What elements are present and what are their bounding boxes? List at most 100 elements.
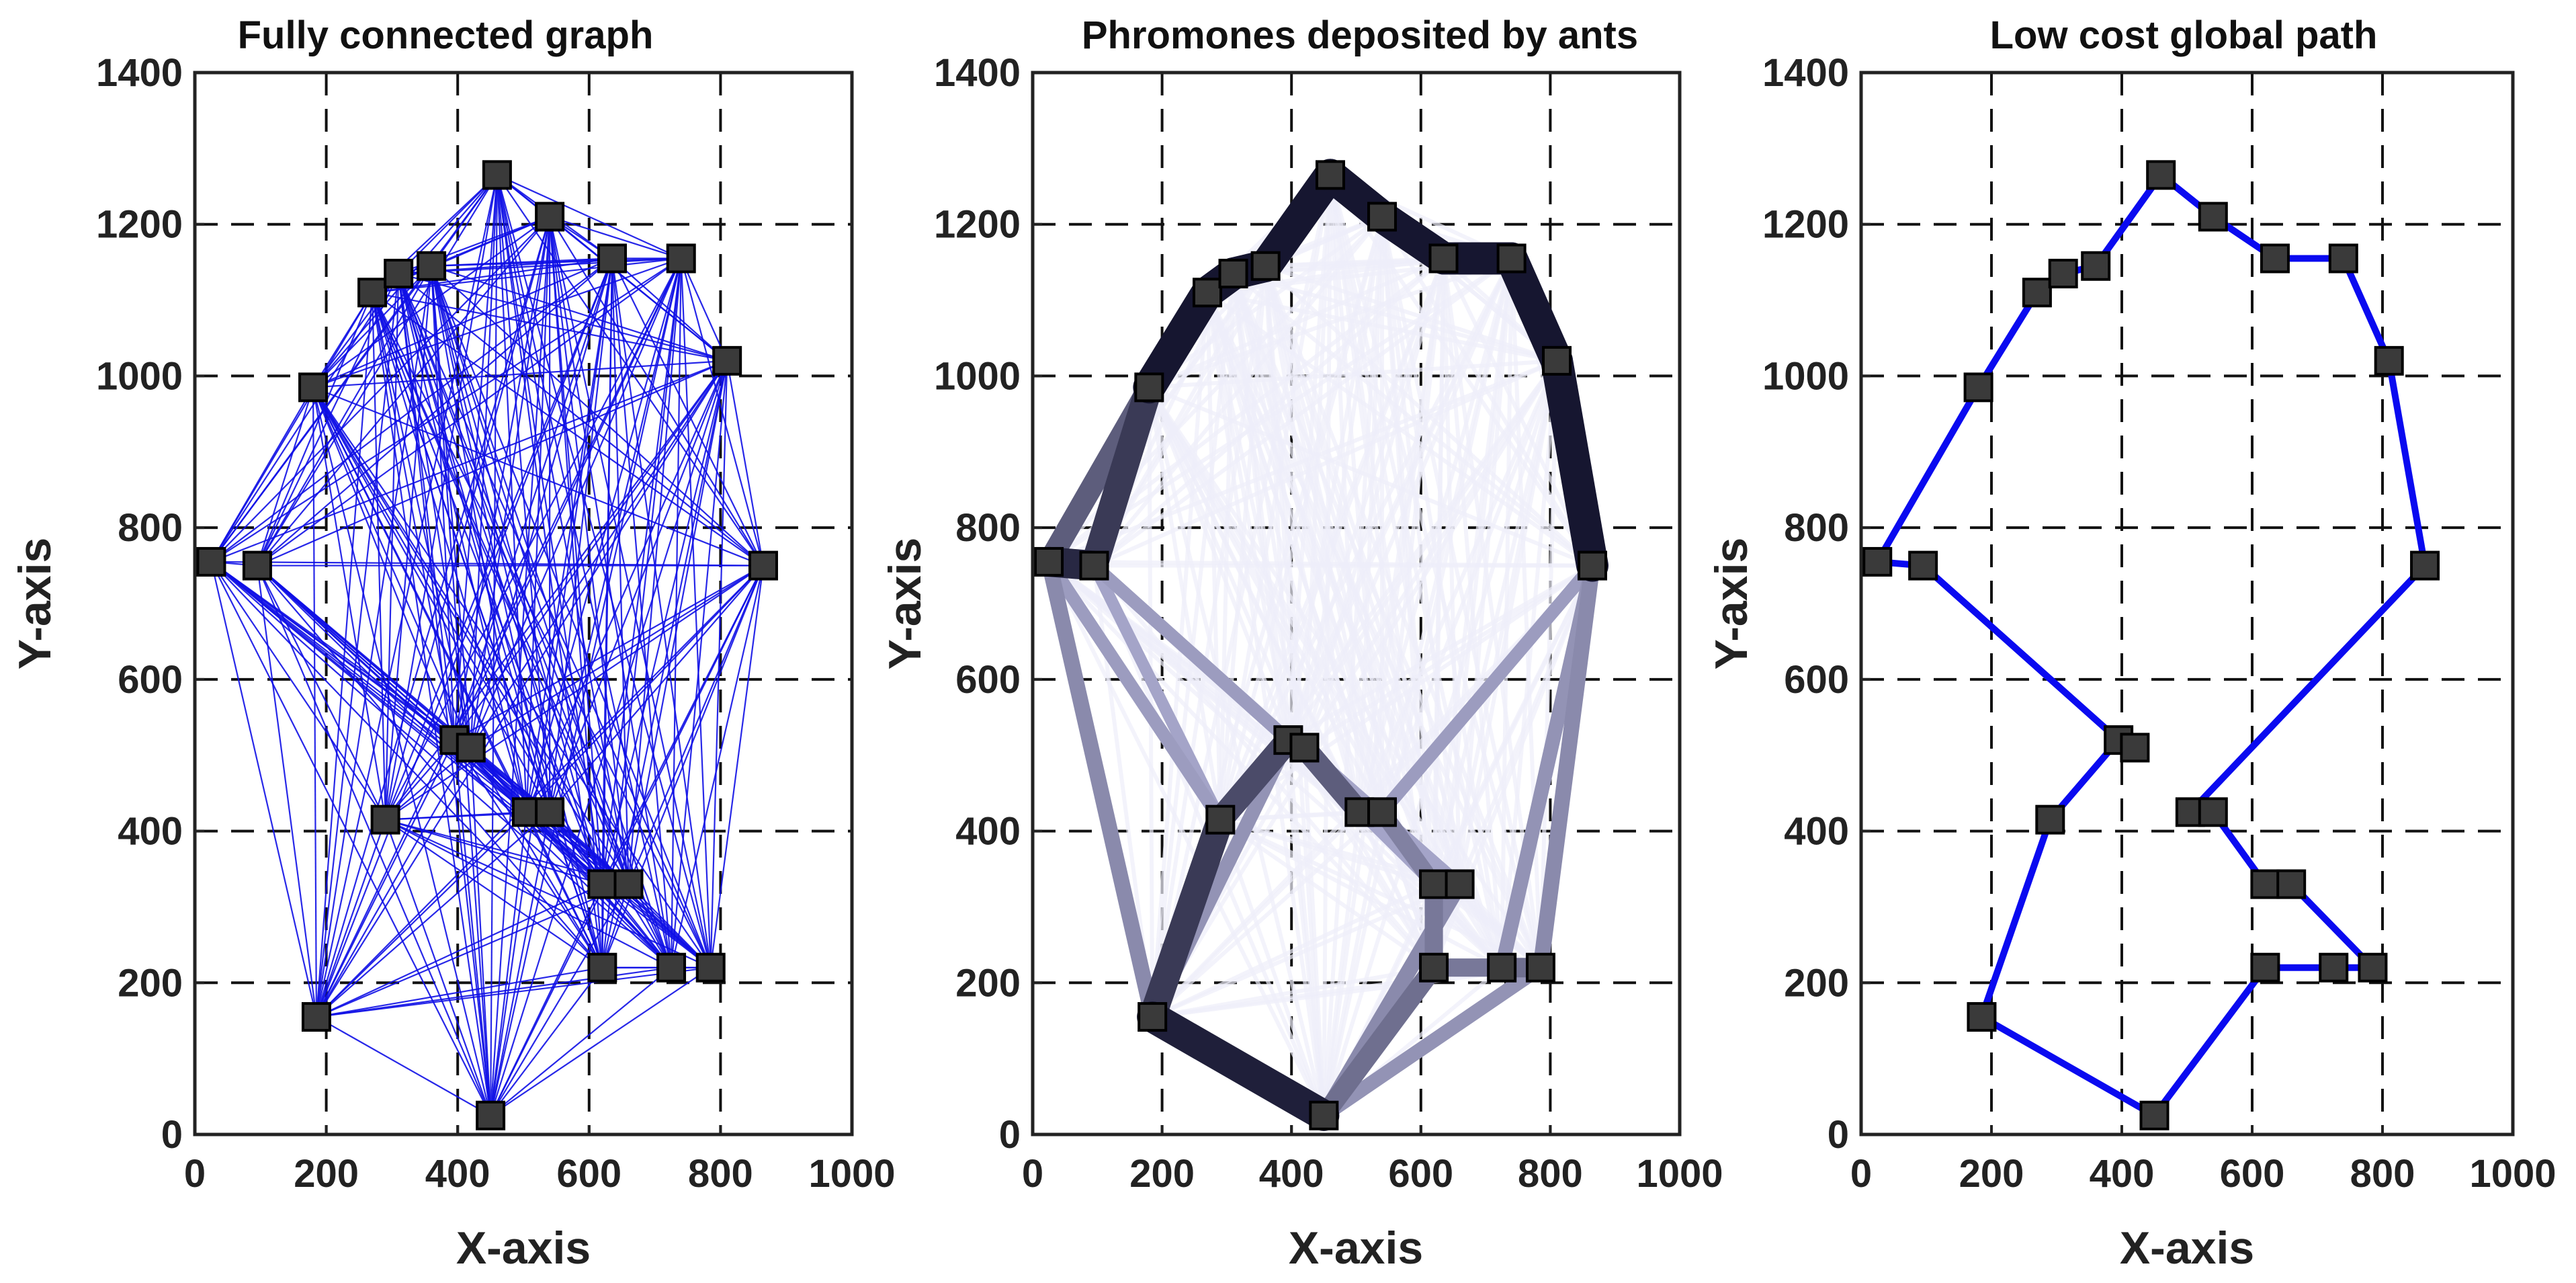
pheromone-edge <box>1087 558 1295 747</box>
graph-edge <box>312 386 456 741</box>
y-tick-label: 800 <box>118 506 183 550</box>
pheromone-edge-faint <box>1357 360 1559 813</box>
y-tick-label: 600 <box>1784 658 1849 702</box>
graph-edge <box>431 265 603 884</box>
pheromone-edge <box>1133 276 1224 404</box>
y-tick-label: 0 <box>161 1113 183 1157</box>
graph-edge <box>316 966 603 1018</box>
node-marker <box>1577 550 1607 581</box>
graph-edge <box>257 257 613 567</box>
pheromone-edge-faint <box>1322 812 1362 1116</box>
pheromone-edge-faint <box>1151 882 1461 1019</box>
graph-edge <box>315 265 433 1018</box>
pheromone-edge-faint <box>1147 386 1326 1116</box>
graph-edge <box>384 257 682 821</box>
pheromone-edge-faint <box>1150 292 1210 1018</box>
y-tick-label: 1400 <box>934 51 1021 95</box>
y-tick-label: 1200 <box>934 203 1021 247</box>
x-tick-label: 0 <box>1022 1152 1043 1196</box>
pheromone-edge <box>1080 374 1163 579</box>
node-marker <box>1862 546 1893 577</box>
y-tick-label: 1400 <box>1762 51 1849 95</box>
graph-edge <box>549 216 673 968</box>
graph-edge <box>430 265 472 748</box>
graph-edge <box>470 258 613 748</box>
node-marker <box>2374 345 2404 376</box>
graph-edge <box>431 174 498 267</box>
graph-edge <box>385 819 712 968</box>
panel3-title: Low cost global path <box>1990 13 2378 57</box>
graph-edge <box>315 739 456 1018</box>
panel2-title: Phromones deposited by ants <box>1082 13 1638 57</box>
y-tick-label: 1200 <box>1762 203 1849 247</box>
node-marker <box>298 372 329 403</box>
node-marker <box>535 797 565 827</box>
node-marker <box>2250 869 2280 899</box>
graph-edge <box>384 265 433 820</box>
node-marker <box>1193 278 1223 308</box>
node-marker <box>2035 804 2065 835</box>
panel3-xlabel: X-axis <box>2120 1223 2254 1274</box>
pheromone-edge-faint <box>1322 216 1385 1116</box>
graph-edge <box>315 747 472 1018</box>
graph-edge <box>490 966 712 1116</box>
graph-edge <box>384 274 400 820</box>
y-tick-label: 200 <box>1784 961 1849 1005</box>
graph-edge <box>470 216 551 748</box>
pheromone-edge-faint <box>1218 274 1236 820</box>
node-marker <box>2328 243 2358 274</box>
pheromone-edge-faint <box>1287 563 1594 742</box>
graph-edge <box>490 565 764 1116</box>
graph-edge <box>549 216 630 884</box>
pheromone-edge-faint <box>1150 273 1236 1018</box>
node-marker <box>587 952 617 983</box>
graph-edge <box>549 216 712 968</box>
graph-edge <box>430 265 456 741</box>
graph-edge <box>549 258 682 813</box>
graph-edge <box>256 387 314 566</box>
graph-edge <box>549 216 764 567</box>
node-marker <box>2022 278 2052 308</box>
graph-edge <box>490 884 630 1116</box>
pheromone-edge-faint <box>1286 257 1446 741</box>
graph-edge <box>525 258 682 813</box>
panel3-nodes <box>1862 160 2440 1130</box>
x-tick-label: 0 <box>1850 1152 1872 1196</box>
node-marker <box>456 733 486 763</box>
y-tick-label: 400 <box>955 810 1021 854</box>
pheromone-edge <box>1041 554 1160 1025</box>
node-marker <box>1205 804 1236 835</box>
graph-edge <box>470 747 492 1116</box>
pheromone-edge-faint <box>1328 175 1362 813</box>
pheromone-edge <box>1314 958 1444 1126</box>
pheromone-edge <box>1495 242 1574 377</box>
node-marker <box>482 160 512 190</box>
node-marker <box>1250 251 1281 281</box>
graph-edge <box>454 360 728 741</box>
graph-edge <box>385 819 603 885</box>
graph-edge <box>312 386 764 567</box>
graph-edge <box>525 811 603 968</box>
graph-edge <box>315 273 400 1018</box>
pheromone-edge-faint <box>1150 265 1268 1018</box>
graph-edge <box>549 216 603 884</box>
graph-edge <box>710 360 728 968</box>
graph-edge <box>210 292 374 563</box>
pheromone-edge <box>1138 806 1234 1031</box>
node-marker <box>1134 372 1164 403</box>
pheromone-edge <box>1541 344 1608 582</box>
node-marker <box>2358 952 2388 983</box>
node-marker <box>695 952 726 983</box>
panel1-axes-frame <box>193 71 854 1136</box>
graph-edge <box>315 258 682 1018</box>
graph-edge <box>256 265 433 567</box>
graph-edge <box>454 216 551 741</box>
y-tick-label: 800 <box>955 506 1021 550</box>
pheromone-edge-faint <box>1432 258 1514 968</box>
graph-edge <box>670 565 765 968</box>
x-tick-label: 1000 <box>2469 1152 2556 1196</box>
x-tick-label: 800 <box>1518 1152 1583 1196</box>
pheromone-edge-faint <box>1147 387 1155 1018</box>
graph-edge <box>490 258 682 1116</box>
y-tick-label: 400 <box>1784 810 1849 854</box>
